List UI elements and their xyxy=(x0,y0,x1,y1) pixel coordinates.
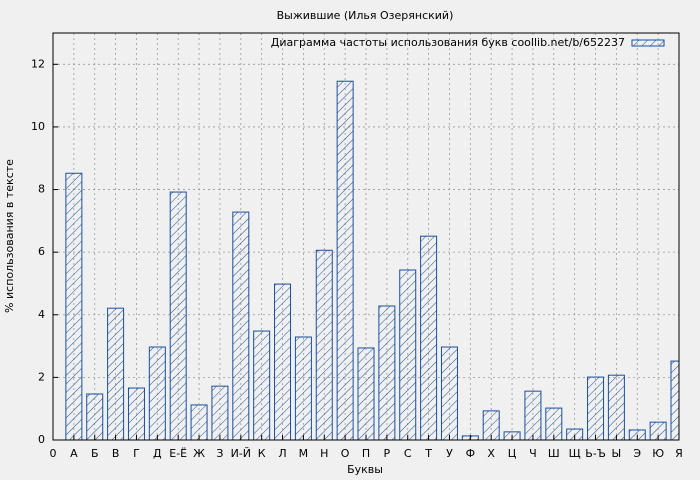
y-tick-label: 0 xyxy=(38,433,45,446)
x-axis-label: Буквы xyxy=(347,463,383,476)
y-tick-label: 10 xyxy=(31,120,45,133)
x-tick-label: Т xyxy=(424,447,432,460)
bar xyxy=(232,211,250,440)
legend-label: Диаграмма частоты использования букв coo… xyxy=(271,36,625,49)
x-tick-label: Х xyxy=(487,447,495,460)
x-tick-label: Н xyxy=(320,447,328,460)
x-tick-label: 0 xyxy=(50,447,57,460)
x-tick-label: П xyxy=(362,447,370,460)
x-tick-label: Э xyxy=(633,447,641,460)
bar xyxy=(253,330,271,440)
bar xyxy=(294,336,312,440)
y-axis-label: % использования в тексте xyxy=(3,159,16,313)
bar xyxy=(420,235,438,440)
bar xyxy=(190,404,208,440)
x-tick-label: З xyxy=(216,447,223,460)
x-tick-label: Ь-Ъ xyxy=(585,447,606,460)
y-tick-label: 4 xyxy=(38,308,45,321)
bar xyxy=(378,305,396,440)
x-tick-label: А xyxy=(70,447,78,460)
y-tick-label: 12 xyxy=(31,57,45,70)
bar xyxy=(127,387,145,440)
x-tick-label: У xyxy=(446,447,453,460)
x-tick-label: Г xyxy=(133,447,140,460)
x-tick-label: Ч xyxy=(529,447,537,460)
bar xyxy=(86,393,104,440)
bar xyxy=(336,80,354,440)
bar xyxy=(315,249,333,440)
bar xyxy=(274,283,292,440)
x-tick-label: Ш xyxy=(548,447,560,460)
bar xyxy=(587,376,605,440)
x-tick-label: С xyxy=(404,447,412,460)
bar xyxy=(65,172,83,440)
x-tick-label: Щ xyxy=(569,447,581,460)
x-tick-label: Ю xyxy=(652,447,664,460)
chart-title: Выжившие (Илья Озерянский) xyxy=(277,9,454,22)
x-tick-label: Ф xyxy=(466,447,475,460)
x-tick-label: В xyxy=(112,447,120,460)
x-tick-label: Л xyxy=(278,447,286,460)
x-tick-label: Б xyxy=(91,447,99,460)
bar xyxy=(524,390,542,440)
bar xyxy=(482,410,500,440)
bar xyxy=(107,307,125,440)
bar xyxy=(211,385,229,440)
x-tick-label: О xyxy=(341,447,350,460)
bar xyxy=(670,360,679,440)
y-tick-label: 8 xyxy=(38,183,45,196)
bar xyxy=(607,374,625,440)
bar xyxy=(545,407,563,440)
bar xyxy=(357,347,375,440)
x-tick-label: Д xyxy=(153,447,162,460)
y-tick-label: 2 xyxy=(38,370,45,383)
bar xyxy=(148,346,166,440)
bar xyxy=(169,191,187,440)
x-tick-label: М xyxy=(299,447,309,460)
x-tick-label: Ц xyxy=(508,447,517,460)
y-tick-label: 6 xyxy=(38,245,45,258)
x-tick-label: Р xyxy=(384,447,391,460)
x-tick-label: Ы xyxy=(612,447,622,460)
x-tick-label: Ж xyxy=(193,447,205,460)
x-tick-label: Е-Ё xyxy=(169,447,187,460)
x-tick-label: Я xyxy=(675,447,683,460)
x-tick-label: И-Й xyxy=(231,447,251,460)
bar xyxy=(399,269,417,440)
bar xyxy=(440,346,458,440)
x-tick-label: К xyxy=(258,447,266,460)
legend-swatch xyxy=(631,39,665,47)
